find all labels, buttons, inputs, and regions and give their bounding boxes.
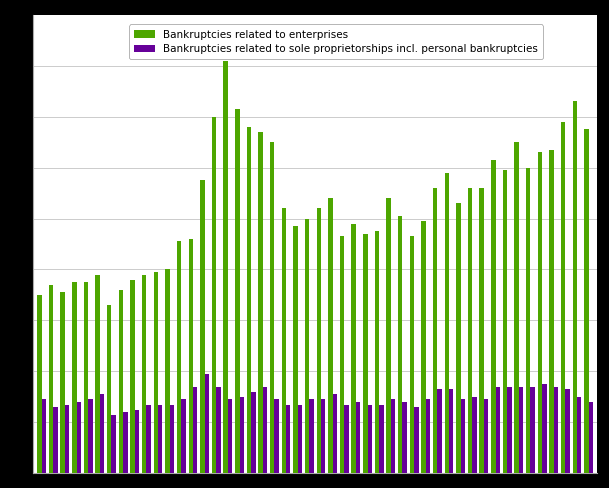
Bar [270, 142, 275, 473]
Bar [49, 285, 53, 473]
Bar [298, 405, 302, 473]
Bar [262, 386, 267, 473]
Bar [356, 402, 361, 473]
Bar [170, 405, 174, 473]
Bar [153, 272, 158, 473]
Bar [235, 109, 239, 473]
Bar [584, 129, 589, 473]
Bar [239, 397, 244, 473]
Bar [503, 170, 507, 473]
Bar [414, 407, 418, 473]
Bar [37, 295, 41, 473]
Bar [189, 239, 193, 473]
Bar [224, 61, 228, 473]
Bar [65, 405, 69, 473]
Bar [589, 402, 593, 473]
Bar [445, 173, 449, 473]
Bar [484, 400, 488, 473]
Bar [507, 386, 512, 473]
Bar [363, 234, 368, 473]
Bar [216, 386, 220, 473]
Bar [561, 122, 565, 473]
Bar [53, 407, 58, 473]
Bar [351, 224, 356, 473]
Bar [107, 305, 111, 473]
Bar [340, 236, 344, 473]
Bar [251, 392, 256, 473]
Bar [433, 188, 437, 473]
Bar [549, 150, 554, 473]
Bar [328, 198, 333, 473]
Bar [205, 374, 209, 473]
Bar [375, 231, 379, 473]
Bar [519, 386, 523, 473]
Bar [100, 394, 104, 473]
Bar [123, 412, 127, 473]
Bar [333, 394, 337, 473]
Bar [135, 409, 139, 473]
Bar [496, 386, 500, 473]
Bar [460, 400, 465, 473]
Bar [473, 397, 477, 473]
Bar [146, 405, 151, 473]
Bar [344, 405, 349, 473]
Bar [212, 117, 216, 473]
Bar [321, 400, 325, 473]
Bar [572, 102, 577, 473]
Bar [96, 275, 100, 473]
Bar [88, 400, 93, 473]
Bar [281, 208, 286, 473]
Bar [515, 142, 519, 473]
Bar [368, 405, 372, 473]
Bar [379, 405, 384, 473]
Bar [421, 221, 426, 473]
Bar [41, 400, 46, 473]
Bar [437, 389, 442, 473]
Bar [286, 405, 290, 473]
Bar [468, 188, 473, 473]
Bar [275, 400, 279, 473]
Bar [530, 386, 535, 473]
Bar [200, 180, 205, 473]
Bar [491, 160, 496, 473]
Bar [84, 282, 88, 473]
Bar [426, 400, 430, 473]
Bar [577, 397, 582, 473]
Bar [538, 152, 542, 473]
Bar [456, 203, 460, 473]
Bar [398, 216, 403, 473]
Bar [386, 198, 391, 473]
Bar [228, 400, 232, 473]
Legend: Bankruptcies related to enterprises, Bankruptcies related to sole proprietorship: Bankruptcies related to enterprises, Ban… [129, 24, 543, 59]
Bar [294, 226, 298, 473]
Bar [72, 282, 77, 473]
Bar [77, 402, 81, 473]
Bar [111, 415, 116, 473]
Bar [165, 269, 170, 473]
Bar [410, 236, 414, 473]
Bar [391, 400, 395, 473]
Bar [130, 280, 135, 473]
Bar [449, 389, 454, 473]
Bar [317, 208, 321, 473]
Bar [247, 127, 251, 473]
Bar [142, 275, 146, 473]
Bar [158, 405, 163, 473]
Bar [119, 290, 123, 473]
Bar [403, 402, 407, 473]
Bar [309, 400, 314, 473]
Bar [193, 386, 197, 473]
Bar [181, 400, 186, 473]
Bar [479, 188, 484, 473]
Bar [542, 384, 546, 473]
Bar [554, 386, 558, 473]
Bar [526, 167, 530, 473]
Bar [565, 389, 570, 473]
Bar [60, 292, 65, 473]
Bar [258, 132, 262, 473]
Bar [177, 242, 181, 473]
Bar [305, 219, 309, 473]
